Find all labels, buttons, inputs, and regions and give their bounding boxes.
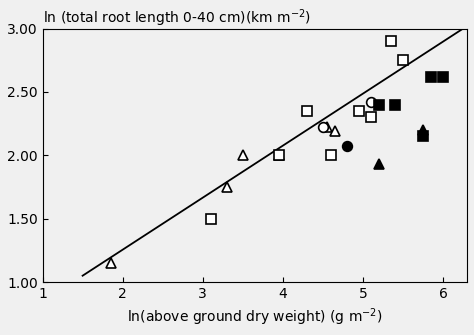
- X-axis label: ln(above ground dry weight) (g m$^{-2}$): ln(above ground dry weight) (g m$^{-2}$): [127, 307, 383, 328]
- Text: ln (total root length 0-40 cm)(km m$^{-2}$): ln (total root length 0-40 cm)(km m$^{-2…: [43, 7, 311, 28]
